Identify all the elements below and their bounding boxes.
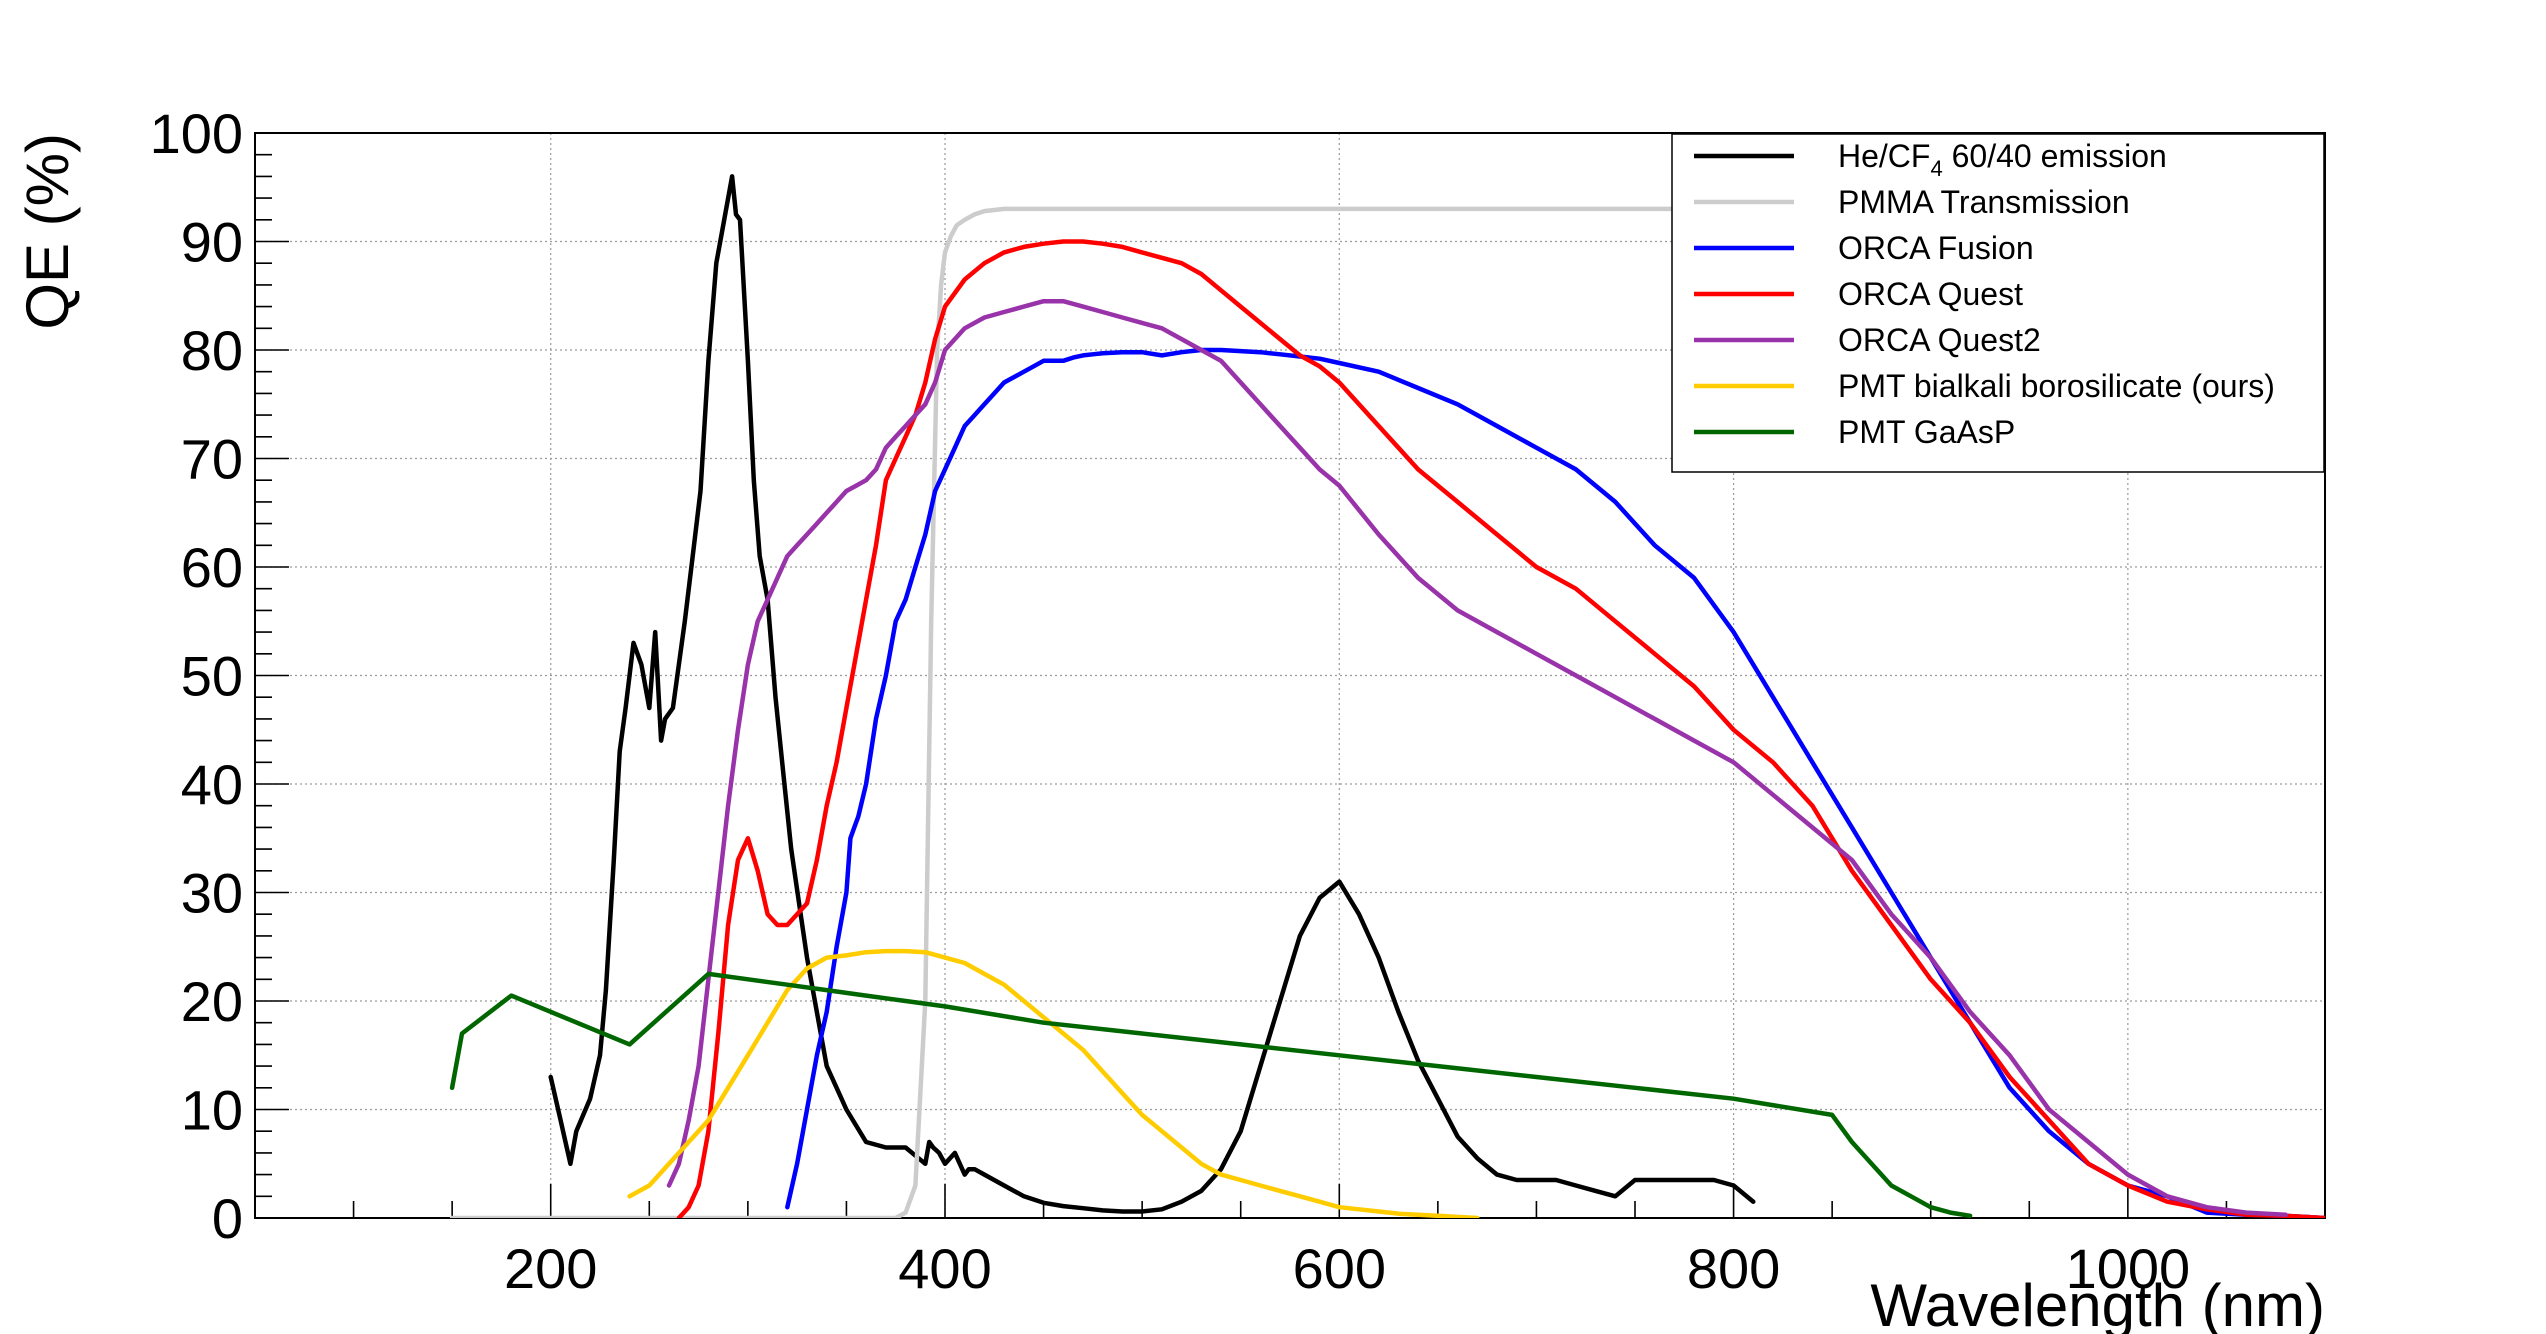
legend-box bbox=[1671, 133, 2325, 473]
y-tick-label: 60 bbox=[181, 536, 243, 599]
legend-label: PMT GaAsP bbox=[1838, 414, 2015, 450]
y-tick-label: 40 bbox=[181, 753, 243, 816]
y-tick-label: 100 bbox=[150, 102, 243, 165]
data-series bbox=[449, 174, 2325, 1218]
y-tick-label: 20 bbox=[181, 970, 243, 1033]
series-line-4 bbox=[676, 239, 2325, 1218]
y-tick-label: 90 bbox=[181, 211, 243, 274]
legend-label: PMT bialkali borosilicate (ours) bbox=[1838, 368, 2275, 404]
y-tick-label: 30 bbox=[181, 862, 243, 925]
axes bbox=[254, 132, 2326, 1219]
y-tick-label: 0 bbox=[212, 1187, 243, 1250]
legend-label: PMMA Transmission bbox=[1838, 184, 2130, 220]
series-line-3 bbox=[785, 347, 2325, 1218]
legend-label: ORCA Fusion bbox=[1838, 230, 2034, 266]
tick-labels: 0 10 20 30 40 50 60 70 80 90 100 200 400 600 800 1000 bbox=[150, 102, 2191, 1300]
series-line-5 bbox=[666, 298, 2288, 1217]
legend-label: ORCA Quest2 bbox=[1838, 322, 2041, 358]
x-tick-label: 200 bbox=[504, 1237, 597, 1300]
y-tick-label: 70 bbox=[181, 428, 243, 491]
x-tick-label: 400 bbox=[898, 1237, 991, 1300]
series-line-7 bbox=[449, 971, 1973, 1218]
y-tick-label: 50 bbox=[181, 645, 243, 708]
x-axis-label: Wavelength (nm) bbox=[1870, 1272, 2325, 1334]
y-axis-label: QE (%) bbox=[14, 133, 81, 330]
series-line-2 bbox=[449, 206, 1933, 1218]
series-line-6 bbox=[627, 948, 1480, 1218]
x-tick-label: 800 bbox=[1687, 1237, 1780, 1300]
legend-label: ORCA Quest bbox=[1838, 276, 2023, 312]
x-tick-label: 1000 bbox=[2066, 1237, 2191, 1300]
legend-label: He/CF4 60/40 emission bbox=[1838, 138, 2167, 181]
series-line-1 bbox=[548, 174, 1756, 1214]
y-tick-label: 80 bbox=[181, 319, 243, 382]
y-tick-label: 10 bbox=[181, 1079, 243, 1142]
x-tick-label: 600 bbox=[1293, 1237, 1386, 1300]
